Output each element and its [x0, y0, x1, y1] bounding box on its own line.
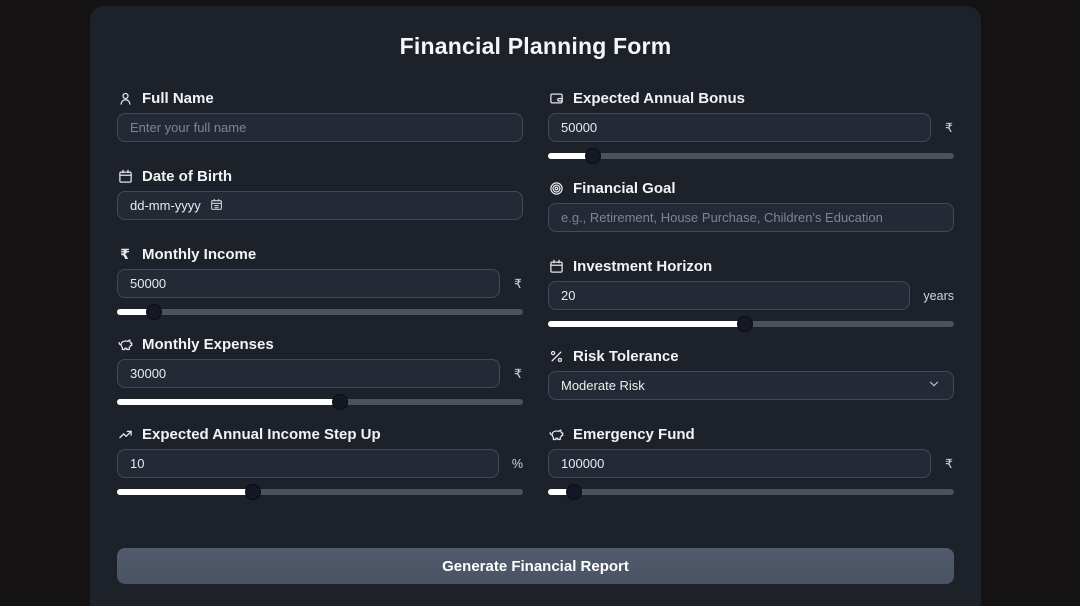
field-date-of-birth: Date of Birth dd-mm-yyyy [117, 166, 523, 220]
income-step-up-input[interactable] [117, 449, 499, 478]
monthly-income-row: ₹ [117, 269, 523, 298]
slider-fill [548, 153, 593, 159]
form-card: Financial Planning Form Full Name Da [90, 6, 981, 606]
monthly-expenses-suffix: ₹ [514, 367, 522, 381]
wallet-icon [548, 90, 564, 106]
monthly-income-label-text: Monthly Income [142, 245, 257, 263]
field-annual-bonus: Expected Annual Bonus ₹ [548, 88, 954, 164]
slider-fill [117, 309, 154, 315]
investment-horizon-slider[interactable] [548, 316, 954, 332]
income-step-up-suffix: % [511, 456, 523, 471]
trending-up-icon [117, 426, 133, 442]
financial-goal-input[interactable] [548, 203, 954, 232]
field-monthly-income: ₹ Monthly Income ₹ [117, 244, 523, 320]
calendar-picker-icon[interactable] [210, 198, 223, 214]
annual-bonus-slider[interactable] [548, 148, 954, 164]
monthly-expenses-input[interactable] [117, 359, 500, 388]
income-step-up-label: Expected Annual Income Step Up [117, 424, 523, 444]
calendar-icon [548, 258, 564, 274]
financial-goal-label-text: Financial Goal [573, 179, 676, 197]
income-step-up-label-text: Expected Annual Income Step Up [142, 425, 381, 443]
investment-horizon-input[interactable] [548, 281, 911, 310]
emergency-fund-suffix: ₹ [945, 457, 953, 471]
page-title: Financial Planning Form [399, 33, 672, 59]
slider-fill [117, 399, 341, 405]
investment-horizon-suffix: years [923, 288, 954, 303]
monthly-expenses-label: Monthly Expenses [117, 334, 523, 354]
annual-bonus-row: ₹ [548, 113, 954, 142]
target-icon [548, 180, 564, 196]
monthly-income-suffix: ₹ [514, 277, 522, 291]
annual-bonus-suffix: ₹ [945, 121, 953, 135]
annual-bonus-label-text: Expected Annual Bonus [573, 89, 745, 107]
monthly-income-slider[interactable] [117, 304, 523, 320]
monthly-expenses-label-text: Monthly Expenses [142, 335, 274, 353]
slider-fill [117, 489, 253, 495]
slider-thumb[interactable] [245, 484, 261, 500]
slider-thumb[interactable] [566, 484, 583, 500]
slider-fill [548, 489, 575, 495]
risk-tolerance-label: Risk Tolerance [548, 346, 954, 366]
monthly-expenses-row: ₹ [117, 359, 523, 388]
emergency-fund-label: Emergency Fund [548, 424, 954, 444]
rupee-icon: ₹ [120, 245, 130, 262]
emergency-fund-input[interactable] [548, 449, 931, 478]
investment-horizon-row: years [548, 281, 954, 310]
field-investment-horizon: Investment Horizon years [548, 256, 954, 332]
dob-input[interactable]: dd-mm-yyyy [117, 191, 523, 220]
slider-thumb[interactable] [584, 148, 601, 164]
slider-track [117, 489, 523, 495]
emergency-fund-slider[interactable] [548, 484, 954, 500]
financial-goal-label: Financial Goal [548, 178, 954, 198]
slider-fill [548, 321, 745, 327]
calendar-icon [117, 168, 133, 184]
slider-thumb[interactable] [145, 304, 162, 320]
annual-bonus-label: Expected Annual Bonus [548, 88, 954, 108]
user-icon [117, 90, 133, 106]
slider-thumb[interactable] [332, 394, 349, 410]
slider-track [548, 489, 954, 495]
field-financial-goal: Financial Goal [548, 178, 954, 232]
piggy-bank-icon [117, 336, 133, 352]
field-full-name: Full Name [117, 88, 523, 142]
monthly-income-input[interactable] [117, 269, 500, 298]
income-step-up-slider[interactable] [117, 484, 523, 500]
full-name-input[interactable] [117, 113, 523, 142]
field-risk-tolerance: Risk Tolerance Moderate Risk [548, 346, 954, 400]
investment-horizon-label: Investment Horizon [548, 256, 954, 276]
percent-icon [548, 348, 564, 364]
right-column: Expected Annual Bonus ₹ Financia [548, 88, 954, 514]
dob-label: Date of Birth [117, 166, 523, 186]
dob-label-text: Date of Birth [142, 167, 232, 185]
full-name-label: Full Name [117, 88, 523, 108]
risk-tolerance-select[interactable]: Moderate Risk [548, 371, 954, 400]
monthly-income-label: ₹ Monthly Income [117, 244, 523, 264]
investment-horizon-label-text: Investment Horizon [573, 257, 713, 275]
emergency-fund-row: ₹ [548, 449, 954, 478]
form-grid: Full Name Date of Birth dd-mm-yyyy [117, 88, 954, 514]
income-step-up-row: % [117, 449, 523, 478]
slider-track [548, 153, 954, 159]
field-emergency-fund: Emergency Fund ₹ [548, 424, 954, 500]
monthly-expenses-slider[interactable] [117, 394, 523, 410]
field-monthly-expenses: Monthly Expenses ₹ [117, 334, 523, 410]
slider-track [117, 309, 523, 315]
generate-report-button[interactable]: Generate Financial Report [117, 548, 954, 584]
annual-bonus-input[interactable] [548, 113, 931, 142]
piggy-bank-icon [548, 426, 564, 442]
risk-tolerance-value: Moderate Risk [561, 378, 645, 393]
chevron-down-icon [927, 377, 941, 394]
emergency-fund-label-text: Emergency Fund [573, 425, 695, 443]
full-name-label-text: Full Name [142, 89, 214, 107]
field-income-step-up: Expected Annual Income Step Up % [117, 424, 523, 500]
left-column: Full Name Date of Birth dd-mm-yyyy [117, 88, 523, 514]
risk-tolerance-label-text: Risk Tolerance [573, 347, 679, 365]
slider-thumb[interactable] [736, 316, 753, 332]
dob-value: dd-mm-yyyy [130, 198, 201, 213]
